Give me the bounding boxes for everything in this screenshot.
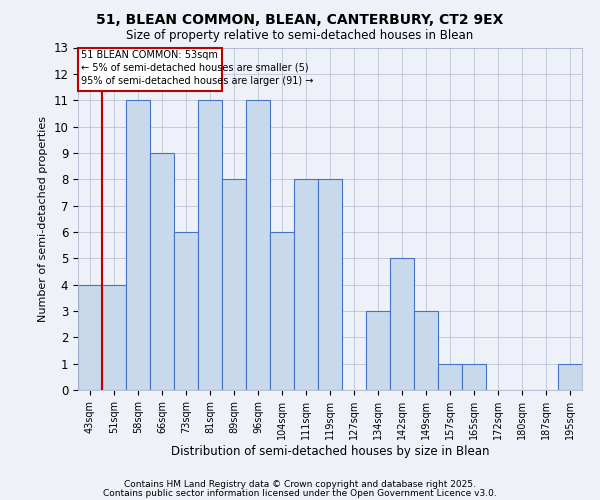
- Text: ← 5% of semi-detached houses are smaller (5): ← 5% of semi-detached houses are smaller…: [81, 63, 308, 73]
- Bar: [246, 100, 270, 390]
- Bar: [558, 364, 582, 390]
- Bar: [438, 364, 462, 390]
- Y-axis label: Number of semi-detached properties: Number of semi-detached properties: [38, 116, 48, 322]
- Bar: [78, 284, 102, 390]
- Text: Contains public sector information licensed under the Open Government Licence v3: Contains public sector information licen…: [103, 488, 497, 498]
- FancyBboxPatch shape: [78, 48, 222, 91]
- Bar: [462, 364, 486, 390]
- Bar: [318, 179, 342, 390]
- Text: 95% of semi-detached houses are larger (91) →: 95% of semi-detached houses are larger (…: [81, 76, 313, 86]
- Bar: [366, 311, 390, 390]
- Bar: [294, 179, 318, 390]
- Bar: [198, 100, 222, 390]
- X-axis label: Distribution of semi-detached houses by size in Blean: Distribution of semi-detached houses by …: [171, 444, 489, 458]
- Bar: [174, 232, 198, 390]
- Text: 51 BLEAN COMMON: 53sqm: 51 BLEAN COMMON: 53sqm: [81, 50, 218, 59]
- Bar: [126, 100, 150, 390]
- Text: Contains HM Land Registry data © Crown copyright and database right 2025.: Contains HM Land Registry data © Crown c…: [124, 480, 476, 489]
- Text: Size of property relative to semi-detached houses in Blean: Size of property relative to semi-detach…: [127, 29, 473, 42]
- Bar: [150, 153, 174, 390]
- Text: 51, BLEAN COMMON, BLEAN, CANTERBURY, CT2 9EX: 51, BLEAN COMMON, BLEAN, CANTERBURY, CT2…: [97, 12, 503, 26]
- Bar: [102, 284, 126, 390]
- Bar: [414, 311, 438, 390]
- Bar: [270, 232, 294, 390]
- Bar: [222, 179, 246, 390]
- Bar: [390, 258, 414, 390]
